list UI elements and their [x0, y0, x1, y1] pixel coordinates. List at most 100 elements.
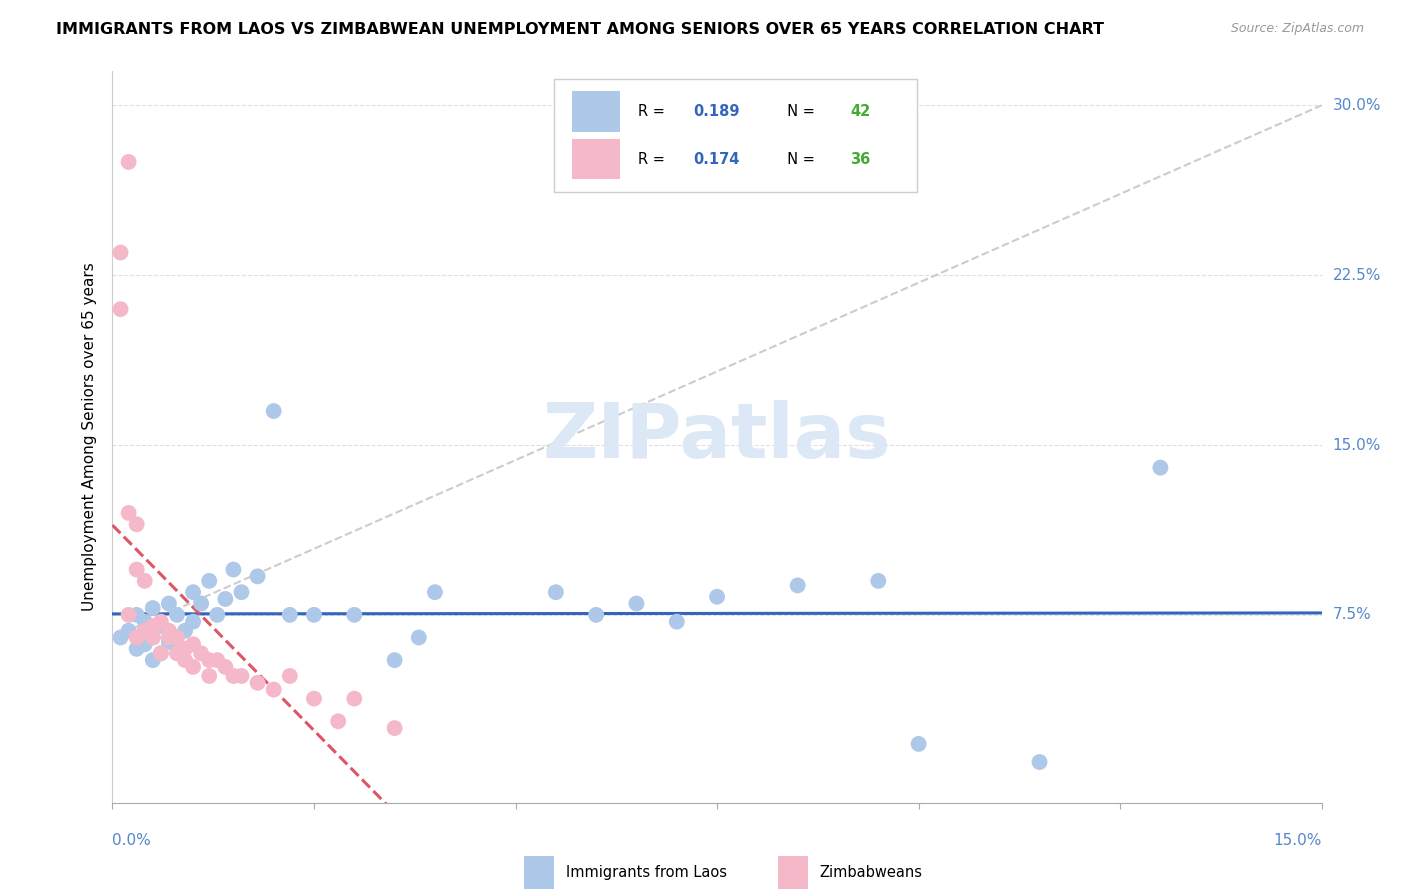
Point	[149, 615, 172, 629]
Point	[125, 517, 148, 532]
Text: Source: ZipAtlas.com: Source: ZipAtlas.com	[1230, 22, 1364, 36]
Text: Immigrants from Laos: Immigrants from Laos	[565, 864, 727, 880]
Text: 0.189: 0.189	[693, 104, 740, 120]
Point	[181, 660, 204, 674]
Point	[149, 646, 172, 660]
Point	[190, 646, 212, 660]
Point	[343, 607, 366, 622]
Point	[181, 637, 204, 651]
Point	[157, 624, 180, 638]
Point	[198, 653, 221, 667]
Point	[328, 714, 350, 729]
Point	[142, 601, 165, 615]
Text: N =: N =	[778, 152, 820, 167]
Point	[214, 660, 236, 674]
Point	[278, 669, 301, 683]
Point	[665, 615, 688, 629]
Text: 0.0%: 0.0%	[112, 833, 152, 848]
Text: 42: 42	[851, 104, 870, 120]
Point	[544, 585, 567, 599]
Text: 22.5%: 22.5%	[1333, 268, 1381, 283]
Text: N =: N =	[778, 104, 820, 120]
Point	[263, 404, 285, 418]
Point	[174, 641, 197, 656]
Point	[207, 607, 229, 622]
Text: IMMIGRANTS FROM LAOS VS ZIMBABWEAN UNEMPLOYMENT AMONG SENIORS OVER 65 YEARS CORR: IMMIGRANTS FROM LAOS VS ZIMBABWEAN UNEMP…	[56, 22, 1104, 37]
Point	[343, 691, 366, 706]
Point	[1028, 755, 1050, 769]
Point	[246, 569, 269, 583]
Point	[198, 669, 221, 683]
Point	[134, 615, 156, 629]
Point	[174, 624, 197, 638]
Point	[423, 585, 446, 599]
Point	[907, 737, 929, 751]
Point	[149, 646, 172, 660]
Text: 15.0%: 15.0%	[1333, 437, 1381, 452]
Text: 30.0%: 30.0%	[1333, 98, 1381, 112]
Point	[125, 607, 148, 622]
Point	[110, 302, 132, 317]
Point	[626, 597, 648, 611]
Point	[157, 597, 180, 611]
Point	[214, 592, 236, 607]
Text: 7.5%: 7.5%	[1333, 607, 1371, 623]
Point	[174, 653, 197, 667]
Point	[142, 631, 165, 645]
Point	[302, 691, 325, 706]
Point	[231, 585, 253, 599]
Point	[302, 607, 325, 622]
Point	[585, 607, 607, 622]
Point	[222, 669, 245, 683]
Point	[117, 624, 139, 638]
Point	[142, 619, 165, 633]
FancyBboxPatch shape	[554, 78, 917, 192]
Point	[384, 653, 406, 667]
Point	[207, 653, 229, 667]
Point	[198, 574, 221, 588]
Point	[222, 563, 245, 577]
Point	[142, 653, 165, 667]
Point	[157, 631, 180, 645]
Point	[1149, 460, 1171, 475]
Text: 36: 36	[851, 152, 870, 167]
Text: Zimbabweans: Zimbabweans	[820, 864, 922, 880]
Point	[181, 585, 204, 599]
Point	[246, 675, 269, 690]
Point	[134, 637, 156, 651]
Point	[149, 619, 172, 633]
Point	[190, 597, 212, 611]
Point	[181, 615, 204, 629]
Point	[125, 631, 148, 645]
Text: 0.174: 0.174	[693, 152, 740, 167]
Point	[166, 646, 188, 660]
FancyBboxPatch shape	[572, 92, 620, 132]
Point	[231, 669, 253, 683]
FancyBboxPatch shape	[572, 139, 620, 179]
Point	[125, 641, 148, 656]
Text: 15.0%: 15.0%	[1274, 833, 1322, 848]
Point	[110, 631, 132, 645]
Point	[408, 631, 430, 645]
Text: R =: R =	[638, 104, 671, 120]
Point	[166, 631, 188, 645]
Point	[786, 578, 808, 592]
Point	[706, 590, 728, 604]
Text: R =: R =	[638, 152, 671, 167]
Point	[166, 607, 188, 622]
Text: ZIPatlas: ZIPatlas	[543, 401, 891, 474]
Point	[384, 721, 406, 735]
Point	[110, 245, 132, 260]
Point	[868, 574, 890, 588]
Point	[117, 506, 139, 520]
Point	[278, 607, 301, 622]
FancyBboxPatch shape	[778, 855, 808, 888]
FancyBboxPatch shape	[523, 855, 554, 888]
Point	[134, 574, 156, 588]
Point	[166, 631, 188, 645]
Point	[142, 631, 165, 645]
Point	[125, 563, 148, 577]
Point	[263, 682, 285, 697]
Point	[157, 635, 180, 649]
Point	[117, 155, 139, 169]
